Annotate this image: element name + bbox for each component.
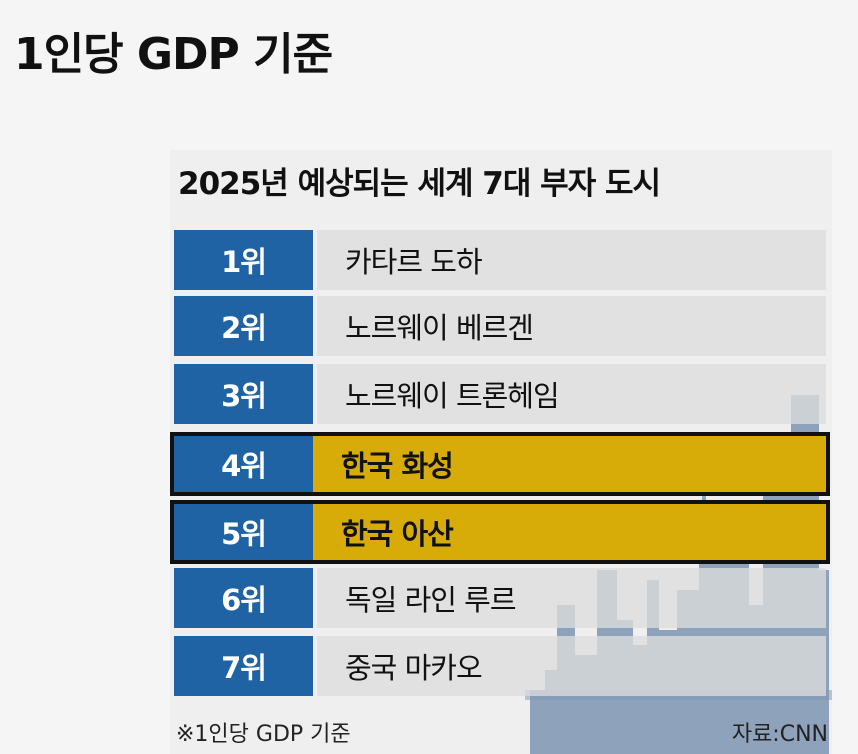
list-item: 6위 독일 라인 루르 (174, 568, 826, 628)
rank-label: 1위 (174, 230, 313, 290)
city-name: 한국 화성 (313, 436, 826, 492)
city-name: 노르웨이 베르겐 (317, 296, 826, 356)
list-item-highlighted: 5위 한국 아산 (170, 500, 830, 564)
rank-label: 3위 (174, 364, 313, 424)
rank-label: 2위 (174, 296, 313, 356)
footnote: ※1인당 GDP 기준 (176, 722, 351, 747)
rank-label: 6위 (174, 568, 313, 628)
list-item: 1위 카타르 도하 (174, 230, 826, 290)
list-item: 2위 노르웨이 베르겐 (174, 296, 826, 356)
chart-title: 2025년 예상되는 세계 7대 부자 도시 (178, 166, 661, 202)
infographic: 2025년 예상되는 세계 7대 부자 도시 1위 카타르 도하 2위 노르웨이… (170, 150, 832, 754)
rank-label: 4위 (174, 436, 313, 492)
list-item: 3위 노르웨이 트론헤임 (174, 364, 826, 424)
city-name: 한국 아산 (313, 504, 826, 560)
rank-label: 7위 (174, 636, 313, 696)
city-name: 중국 마카오 (317, 636, 826, 696)
city-name: 독일 라인 루르 (317, 568, 826, 628)
city-name: 노르웨이 트론헤임 (317, 364, 826, 424)
rank-label: 5위 (174, 504, 313, 560)
list-item: 7위 중국 마카오 (174, 636, 826, 696)
source-credit: 자료:CNN (731, 722, 828, 747)
city-name: 카타르 도하 (317, 230, 826, 290)
list-item-highlighted: 4위 한국 화성 (170, 432, 830, 496)
page-title: 1인당 GDP 기준 (14, 29, 333, 80)
